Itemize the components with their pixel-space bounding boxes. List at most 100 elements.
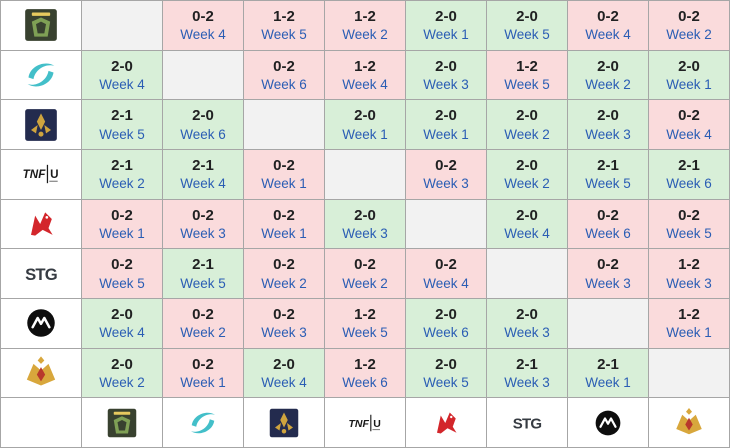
row-header-team-6: STG <box>1 249 82 299</box>
team-2-logo[interactable] <box>21 55 61 95</box>
match-week: Week 4 <box>99 77 145 93</box>
column-footer-team-5 <box>406 398 487 448</box>
match-week: Week 3 <box>342 226 388 242</box>
match-week: Week 3 <box>504 375 550 391</box>
row-header-team-7 <box>1 299 82 349</box>
column-footer-team-1 <box>82 398 163 448</box>
team-8-logo[interactable] <box>21 353 61 393</box>
match-week: Week 2 <box>585 77 631 93</box>
match-cell-team-6-vs-team-8: 1-2 Week 3 <box>649 249 730 299</box>
match-score: 2-0 <box>435 306 457 324</box>
match-cell-team-1-vs-team-7: 0-2 Week 4 <box>568 1 649 51</box>
match-cell-team-4-vs-team-5: 0-2 Week 3 <box>406 150 487 200</box>
self-cell-team-1 <box>82 1 163 51</box>
svg-text:U: U <box>373 417 381 429</box>
match-score: 2-0 <box>516 107 538 125</box>
match-score: 0-2 <box>273 256 295 274</box>
match-cell-team-8-vs-team-2: 0-2 Week 1 <box>163 348 244 399</box>
match-week: Week 5 <box>504 77 550 93</box>
match-score: 0-2 <box>192 306 214 324</box>
match-score: 2-0 <box>516 8 538 26</box>
match-week: Week 1 <box>261 176 307 192</box>
match-score: 0-2 <box>597 206 619 224</box>
match-week: Week 2 <box>99 375 145 391</box>
row-header-team-3 <box>1 100 82 150</box>
team-2-logo[interactable] <box>185 405 221 441</box>
match-cell-team-4-vs-team-8: 2-1 Week 6 <box>649 150 730 200</box>
match-week: Week 5 <box>99 275 145 291</box>
match-cell-team-6-vs-team-2: 2-1 Week 5 <box>163 249 244 299</box>
match-cell-team-1-vs-team-6: 2-0 Week 5 <box>487 1 568 51</box>
match-week: Week 3 <box>585 275 631 291</box>
match-score: 2-1 <box>111 157 133 175</box>
match-cell-team-3-vs-team-4: 2-0 Week 1 <box>325 100 406 150</box>
match-score: 2-0 <box>273 355 295 373</box>
team-1-logo[interactable] <box>104 405 140 441</box>
match-cell-team-5-vs-team-6: 2-0 Week 4 <box>487 199 568 250</box>
team-7-logo[interactable] <box>590 405 626 441</box>
match-score: 2-0 <box>597 57 619 75</box>
match-week: Week 1 <box>666 325 712 341</box>
match-cell-team-7-vs-team-4: 1-2 Week 5 <box>325 299 406 349</box>
svg-text:STG: STG <box>513 415 542 432</box>
row-header-team-4: TNF U <box>1 150 82 200</box>
match-cell-team-4-vs-team-1: 2-1 Week 2 <box>82 150 163 200</box>
match-week: Week 1 <box>423 27 469 43</box>
team-6-logo[interactable]: STG <box>21 254 61 294</box>
match-cell-team-8-vs-team-3: 2-0 Week 4 <box>244 348 325 399</box>
row-header-team-2 <box>1 50 82 101</box>
match-week: Week 4 <box>180 176 226 192</box>
match-cell-team-6-vs-team-3: 0-2 Week 2 <box>244 249 325 299</box>
match-score: 0-2 <box>273 206 295 224</box>
self-cell-team-8 <box>649 348 730 399</box>
match-cell-team-1-vs-team-4: 1-2 Week 2 <box>325 1 406 51</box>
match-week: Week 6 <box>666 176 712 192</box>
column-footer-team-3 <box>244 398 325 448</box>
match-cell-team-6-vs-team-1: 0-2 Week 5 <box>82 249 163 299</box>
match-cell-team-4-vs-team-2: 2-1 Week 4 <box>163 150 244 200</box>
row-header-team-5 <box>1 199 82 250</box>
match-score: 2-0 <box>435 8 457 26</box>
team-8-logo[interactable] <box>671 405 707 441</box>
match-cell-team-2-vs-team-4: 1-2 Week 4 <box>325 50 406 101</box>
team-1-logo[interactable] <box>21 5 61 45</box>
match-score: 2-0 <box>435 355 457 373</box>
match-week: Week 2 <box>342 275 388 291</box>
match-score: 0-2 <box>435 256 457 274</box>
team-4-logo[interactable]: TNF U <box>347 405 383 441</box>
match-cell-team-2-vs-team-1: 2-0 Week 4 <box>82 50 163 101</box>
column-footer-team-4: TNF U <box>325 398 406 448</box>
match-cell-team-5-vs-team-3: 0-2 Week 1 <box>244 199 325 250</box>
match-score: 0-2 <box>192 355 214 373</box>
match-cell-team-6-vs-team-5: 0-2 Week 4 <box>406 249 487 299</box>
match-week: Week 1 <box>180 375 226 391</box>
svg-text:STG: STG <box>25 264 57 283</box>
team-3-logo[interactable] <box>266 405 302 441</box>
match-week: Week 1 <box>666 77 712 93</box>
match-score: 0-2 <box>597 256 619 274</box>
match-score: 2-0 <box>435 107 457 125</box>
team-5-logo[interactable] <box>21 204 61 244</box>
self-cell-team-5 <box>406 199 487 250</box>
self-cell-team-6 <box>487 249 568 299</box>
team-5-logo[interactable] <box>428 405 464 441</box>
match-cell-team-8-vs-team-1: 2-0 Week 2 <box>82 348 163 399</box>
team-6-logo[interactable]: STG <box>509 405 545 441</box>
match-cell-team-3-vs-team-1: 2-1 Week 5 <box>82 100 163 150</box>
match-cell-team-2-vs-team-7: 2-0 Week 2 <box>568 50 649 101</box>
match-week: Week 1 <box>342 126 388 142</box>
match-week: Week 3 <box>504 325 550 341</box>
row-header-team-1 <box>1 1 82 51</box>
match-score: 0-2 <box>678 206 700 224</box>
match-week: Week 2 <box>261 275 307 291</box>
match-cell-team-7-vs-team-8: 1-2 Week 1 <box>649 299 730 349</box>
match-week: Week 2 <box>342 27 388 43</box>
team-3-logo[interactable] <box>21 105 61 145</box>
team-4-logo[interactable]: TNF U <box>21 154 61 194</box>
match-week: Week 3 <box>180 226 226 242</box>
svg-text:TNF: TNF <box>349 417 370 429</box>
match-score: 2-1 <box>678 157 700 175</box>
match-score: 2-0 <box>111 306 133 324</box>
match-score: 2-0 <box>597 107 619 125</box>
team-7-logo[interactable] <box>21 303 61 343</box>
